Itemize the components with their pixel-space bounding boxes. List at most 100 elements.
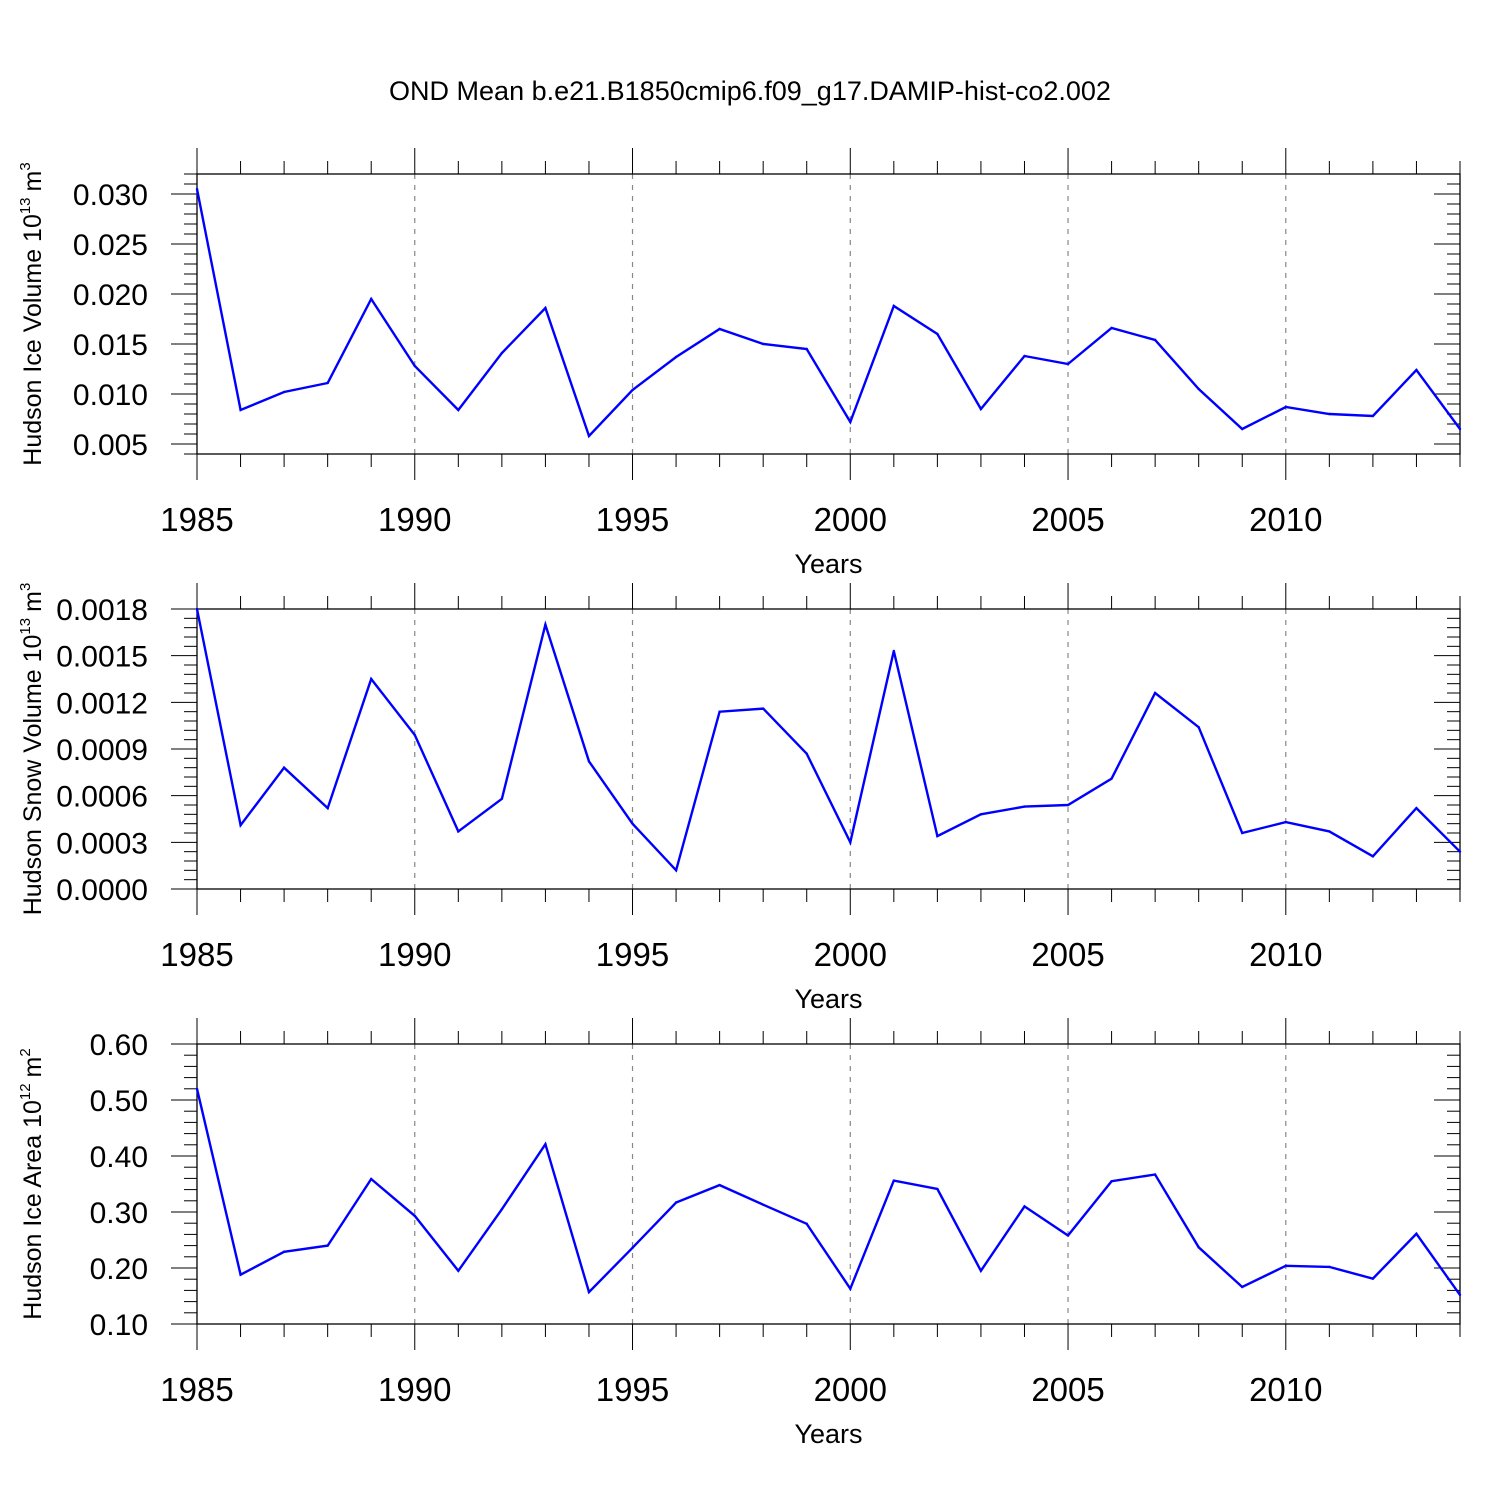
data-point	[761, 342, 765, 346]
data-point	[1023, 354, 1026, 358]
x-tick-label: 1985	[160, 501, 233, 538]
x-tick-label: 1995	[596, 1371, 669, 1408]
data-point	[892, 304, 896, 308]
x-axis-label: Years	[794, 1419, 862, 1449]
data-point	[1153, 691, 1157, 695]
data-point	[1284, 1264, 1287, 1267]
data-point	[761, 707, 765, 710]
data-point	[631, 822, 634, 825]
data-point	[892, 649, 896, 653]
data-point	[282, 390, 286, 394]
y-tick-label: 0.020	[73, 279, 148, 312]
series-line	[195, 608, 1461, 873]
y-tick-label: 0.0006	[56, 781, 148, 814]
data-point	[1415, 806, 1418, 810]
x-axis-label: Years	[794, 984, 862, 1014]
data-point	[1371, 414, 1375, 418]
data-point	[239, 824, 242, 827]
series-line	[195, 1088, 1461, 1296]
x-tick-label: 1990	[378, 936, 451, 973]
data-point	[195, 1087, 199, 1091]
ice-volume-panel: 0.005 0.010 0.015 0.020 0.025 0.030 1985 1990 19…	[17, 148, 1462, 579]
figure-title: OND Mean b.e21.B1850cmip6.f09_g17.DAMIP-…	[389, 76, 1111, 106]
data-point	[805, 1222, 808, 1225]
data-point	[1197, 387, 1200, 391]
data-point	[1197, 1246, 1200, 1249]
data-point	[370, 1177, 373, 1181]
data-point	[587, 1290, 591, 1294]
data-point	[936, 332, 939, 336]
data-point	[674, 869, 678, 872]
data-point	[718, 327, 721, 331]
data-point	[544, 306, 547, 310]
data-point	[1415, 368, 1418, 372]
data-point	[413, 733, 416, 737]
x-tick-label: 1995	[596, 936, 669, 973]
data-point	[500, 797, 504, 800]
data-point	[1284, 820, 1287, 824]
data-point	[674, 1201, 678, 1204]
data-point	[674, 355, 678, 359]
data-point	[1023, 1205, 1026, 1208]
y-tick-label: 0.030	[73, 179, 148, 212]
data-point	[849, 841, 852, 844]
data-point	[849, 1287, 852, 1290]
ice-area-panel: 0.10 0.20 0.30 0.40 0.50 0.60 1985 1990 1995 2000…	[17, 1018, 1462, 1449]
data-point	[718, 710, 721, 713]
y-axis-label: Hudson Ice Volume 1013 m3	[17, 162, 47, 465]
data-point	[587, 434, 591, 438]
data-point	[1153, 1173, 1157, 1176]
data-point	[544, 1143, 547, 1146]
x-axis-label: Years	[794, 549, 862, 579]
data-point	[326, 806, 329, 810]
y-tick-label: 0.0018	[56, 594, 148, 627]
y-axis-label: Hudson Snow Volume 1013 m3	[17, 583, 47, 916]
data-point	[195, 607, 199, 611]
data-point	[1110, 326, 1113, 330]
data-point	[631, 388, 634, 392]
data-point	[849, 420, 852, 424]
data-point	[1066, 1234, 1070, 1237]
data-point	[805, 752, 808, 755]
y-tick-label: 0.010	[73, 379, 148, 412]
y-axis-label-unit: m	[19, 591, 47, 612]
data-point	[1328, 830, 1331, 833]
y-axis-label-text: Hudson Ice Area 10	[19, 1100, 47, 1320]
data-point	[370, 297, 373, 301]
y-tick-label: 0.0009	[56, 734, 148, 767]
x-tick-label: 1985	[160, 1371, 233, 1408]
plot-frame	[196, 608, 1461, 890]
y-tick-label: 0.50	[90, 1085, 148, 1118]
y-axis-label-unit-exponent: 3	[17, 583, 34, 591]
plot-frame	[196, 173, 1461, 455]
data-point	[1371, 855, 1375, 858]
y-tick-label: 0.025	[73, 229, 148, 262]
y-tick-label: 0.005	[73, 429, 148, 462]
data-point	[1328, 1265, 1331, 1269]
y-tick-label: 0.60	[90, 1029, 148, 1062]
data-point	[718, 1183, 721, 1187]
y-axis-label-text: Hudson Ice Volume 10	[19, 214, 47, 466]
y-axis-label-exponent: 13	[17, 618, 34, 635]
plot-frame	[196, 1043, 1461, 1325]
x-tick-label: 2000	[814, 501, 887, 538]
x-tick-label: 2010	[1249, 936, 1322, 973]
data-point	[239, 1273, 242, 1276]
data-point	[1458, 1293, 1462, 1297]
data-point	[1066, 803, 1070, 807]
data-point	[761, 1203, 765, 1206]
data-point	[1197, 726, 1200, 729]
y-tick-label: 0.0012	[56, 687, 148, 720]
series-line	[195, 188, 1461, 439]
data-point	[979, 1269, 983, 1273]
x-tick-label: 2005	[1031, 936, 1104, 973]
y-axis-label-text: Hudson Snow Volume 10	[19, 635, 47, 916]
y-axis-label: Hudson Ice Area 1012 m2	[17, 1048, 47, 1319]
data-point	[457, 830, 460, 833]
data-point	[370, 677, 373, 681]
data-point	[326, 381, 329, 385]
x-tick-label: 2005	[1031, 1371, 1104, 1408]
data-point	[979, 407, 983, 411]
data-point	[413, 1214, 416, 1218]
x-tick-label: 2000	[814, 1371, 887, 1408]
